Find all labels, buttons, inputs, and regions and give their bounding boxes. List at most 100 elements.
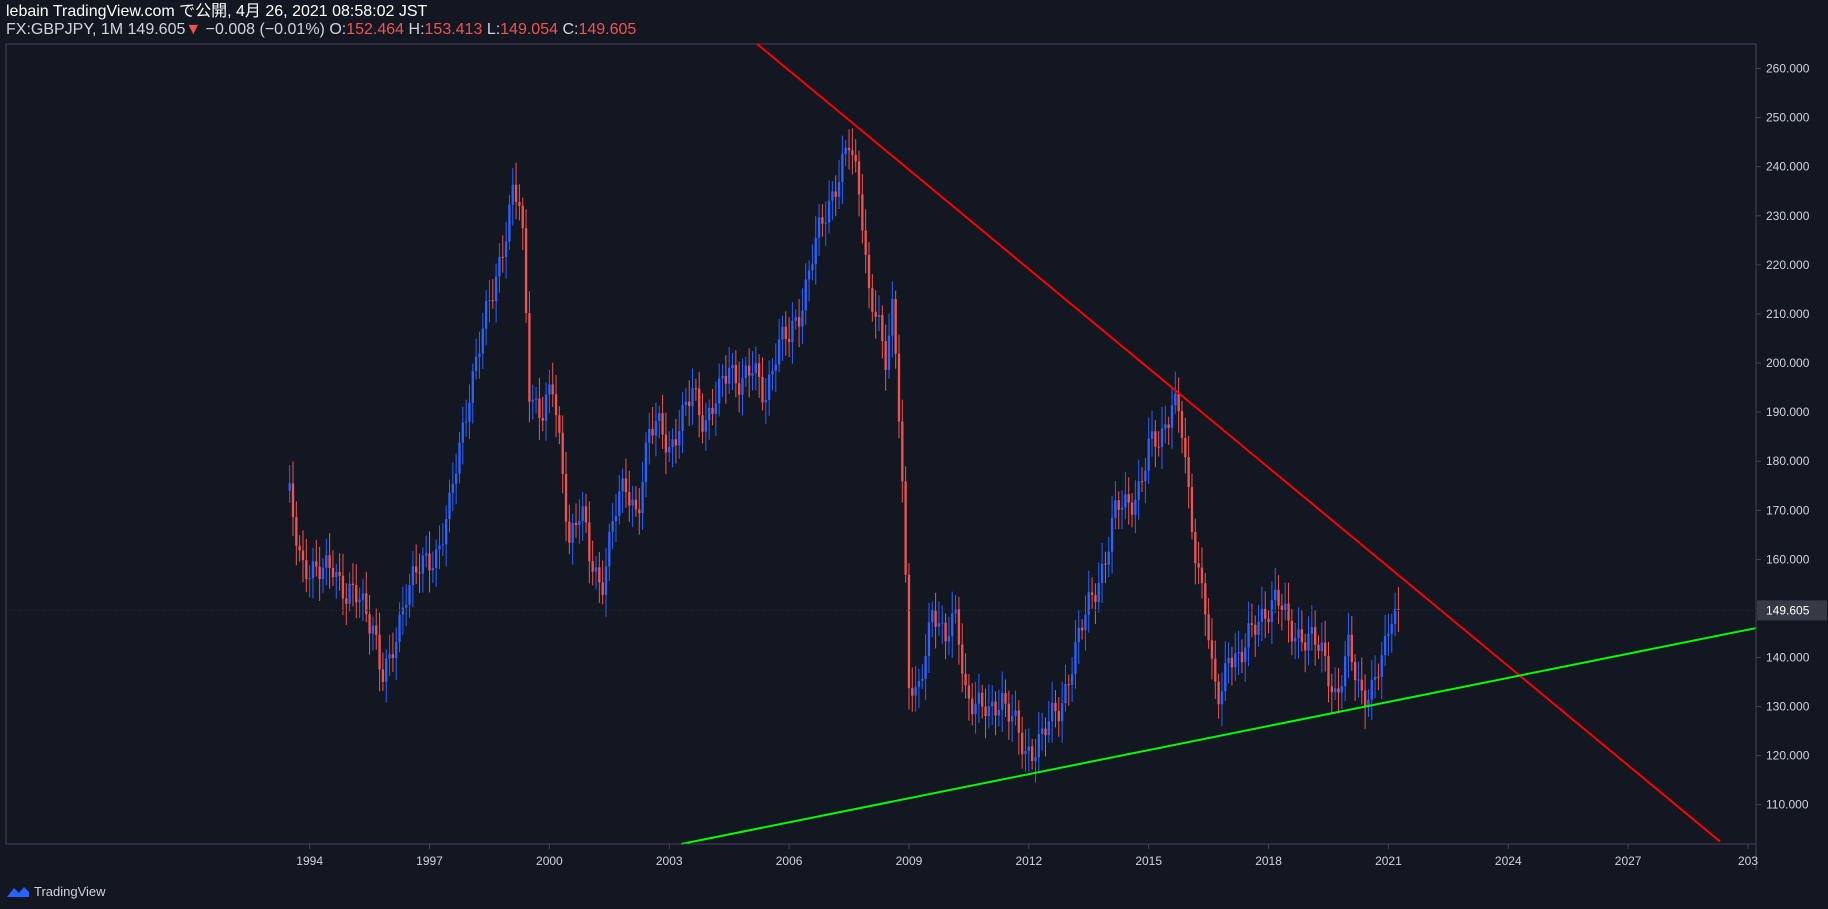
candle-body — [744, 365, 747, 378]
candle-body — [1030, 746, 1034, 761]
x-tick-label: 2027 — [1615, 854, 1642, 868]
candle-body — [1214, 658, 1217, 682]
candle-body — [841, 153, 844, 183]
candle-body — [368, 614, 371, 634]
candle-body — [328, 555, 331, 569]
candle-body — [1164, 424, 1167, 429]
candle-body — [1220, 691, 1224, 705]
candle-body — [1154, 431, 1157, 447]
candle-body — [351, 583, 355, 586]
candle-body — [924, 656, 927, 679]
candle-body — [1160, 428, 1164, 448]
candle-body — [807, 270, 811, 280]
symbol-label[interactable]: FX:GBPJPY, 1M — [6, 21, 124, 38]
high-value: 153.413 — [424, 21, 483, 38]
candle-body — [628, 492, 631, 506]
candle-body — [991, 701, 994, 707]
plot-area[interactable] — [5, 43, 1757, 845]
y-tick-label: 180.000 — [1766, 454, 1810, 468]
time-axis[interactable]: 1994 1997 2000 2003 2006 2009 2012 2015 2018 2021… — [296, 844, 1758, 868]
x-tick-label: 2024 — [1495, 854, 1522, 868]
candle-body — [355, 585, 358, 603]
candle-body — [957, 609, 961, 645]
x-tick-label: 203 — [1738, 854, 1758, 868]
candle-body — [701, 415, 704, 432]
candle-body — [1117, 500, 1120, 510]
candle-body — [1224, 663, 1227, 692]
candle-body — [1084, 614, 1087, 631]
candle-body — [754, 363, 757, 374]
candle-body — [564, 473, 568, 522]
candle-body — [904, 481, 907, 575]
candle-body — [1314, 627, 1317, 645]
resistance-trendline — [756, 43, 1721, 843]
y-tick-label: 220.000 — [1766, 258, 1810, 272]
y-tick-label: 250.000 — [1766, 111, 1810, 125]
candle-body — [1034, 757, 1037, 761]
x-tick-label: 2003 — [656, 854, 683, 868]
candle-body — [827, 200, 831, 223]
candle-body — [401, 607, 405, 615]
candle-body — [1360, 679, 1363, 691]
candle-body — [1177, 393, 1180, 412]
candle-body — [648, 428, 651, 443]
candle-body — [618, 491, 621, 516]
candle-body — [1110, 517, 1114, 552]
candle-body — [1247, 623, 1250, 648]
candle-body — [894, 298, 897, 354]
candle-body — [1100, 563, 1104, 583]
candle-body — [911, 688, 914, 696]
x-tick-label: 2000 — [536, 854, 563, 868]
candle-body — [338, 572, 341, 576]
candle-body — [604, 566, 608, 595]
candle-body — [1127, 494, 1130, 503]
candle-body — [981, 692, 984, 707]
candle-body — [688, 401, 691, 407]
price-axis[interactable]: 110.000120.000130.000140.000150.000160.0… — [1756, 62, 1810, 812]
candle-body — [797, 317, 801, 327]
candle-body — [335, 572, 338, 578]
candle-body — [678, 431, 681, 446]
candle-body — [1064, 684, 1067, 704]
x-tick-label: 2015 — [1135, 854, 1162, 868]
tradingview-logo-icon[interactable] — [6, 884, 30, 898]
candle-body — [801, 310, 804, 327]
candle-body — [1260, 608, 1264, 622]
last-price-label: 149.605 — [1766, 603, 1810, 617]
y-tick-label: 190.000 — [1766, 405, 1810, 419]
candle-body — [1237, 652, 1240, 654]
candle-body — [671, 439, 674, 448]
trendlines-layer — [681, 43, 1757, 845]
candle-body — [997, 709, 1001, 716]
x-tick-label: 2018 — [1255, 854, 1282, 868]
candle-body — [1094, 595, 1097, 603]
candle-body — [385, 658, 388, 682]
candle-body — [1140, 481, 1144, 483]
candle-body — [728, 368, 731, 384]
candle-body — [984, 706, 987, 717]
candle-body — [1323, 642, 1327, 656]
candle-body — [408, 585, 411, 605]
candle-body — [458, 442, 461, 474]
brand-label[interactable]: TradingView — [34, 883, 106, 899]
candle-body — [298, 545, 301, 551]
candle-body — [1044, 728, 1047, 736]
candle-body — [704, 420, 708, 432]
candle-body — [861, 194, 864, 231]
candle-body — [551, 384, 554, 395]
candle-body — [977, 692, 981, 704]
candle-body — [734, 364, 737, 384]
candle-body — [1080, 627, 1084, 631]
y-tick-label: 210.000 — [1766, 307, 1810, 321]
candle-body — [674, 439, 678, 446]
candle-body — [1330, 686, 1333, 693]
candle-body — [1130, 502, 1134, 515]
candle-body — [1077, 627, 1080, 643]
candle-body — [291, 483, 295, 518]
candle-body — [614, 515, 618, 522]
candle-body — [301, 550, 305, 561]
candle-body — [331, 568, 335, 578]
y-tick-label: 200.000 — [1766, 356, 1810, 370]
candle-body — [1054, 702, 1057, 712]
